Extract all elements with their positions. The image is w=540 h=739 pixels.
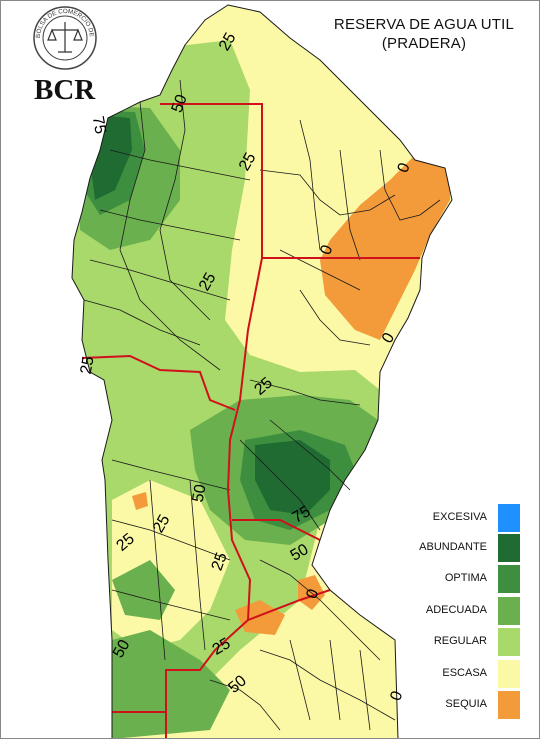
legend-item-abundante: ABUNDANTE bbox=[400, 534, 520, 562]
contour-label: 25 bbox=[210, 635, 234, 659]
legend-item-optima: OPTIMA bbox=[400, 565, 520, 593]
legend-swatch bbox=[498, 691, 520, 719]
zone-sequia-northeast bbox=[320, 155, 450, 340]
legend-label: EXCESIVA bbox=[432, 511, 487, 523]
bcr-logo-text: BCR bbox=[34, 74, 96, 106]
legend-label: SEQUIA bbox=[445, 698, 487, 710]
contour-label: 75 bbox=[290, 503, 314, 527]
zone-abundante-center bbox=[255, 440, 330, 515]
legend-item-escasa: ESCASA bbox=[400, 660, 520, 688]
region-border bbox=[71, 4, 453, 739]
county-boundaries bbox=[83, 79, 441, 731]
legend-item-sequia: SEQUIA bbox=[400, 691, 520, 719]
legend-label: ESCASA bbox=[442, 667, 487, 679]
contour-label: 50 bbox=[169, 92, 191, 115]
zone-sequia-south bbox=[235, 600, 285, 635]
map-title: RESERVA DE AGUA UTIL bbox=[333, 16, 515, 33]
legend-swatch bbox=[498, 504, 520, 532]
contour-label: 25 bbox=[78, 355, 98, 376]
contour-label: 25 bbox=[150, 512, 174, 536]
bcr-seal-logo: BOLSA DE COMERCIO DE ROSARIO bbox=[0, 0, 97, 70]
legend-label: ABUNDANTE bbox=[419, 541, 487, 553]
contour-label: 25 bbox=[236, 150, 260, 174]
province-boundaries bbox=[81, 103, 420, 739]
legend-swatch bbox=[498, 628, 520, 656]
legend-swatch bbox=[498, 565, 520, 593]
legend-label: ADECUADA bbox=[425, 604, 487, 616]
contour-label: 50 bbox=[288, 541, 312, 565]
legend-swatch bbox=[498, 534, 520, 562]
contour-label: 25 bbox=[196, 270, 220, 294]
zone-adecuada-mid bbox=[112, 560, 175, 620]
contour-label: 25 bbox=[216, 30, 240, 54]
contour-label: 50 bbox=[190, 483, 210, 504]
legend-label: REGULAR bbox=[433, 635, 487, 647]
map-subtitle: (PRADERA) bbox=[381, 35, 467, 52]
legend-label: OPTIMA bbox=[444, 572, 487, 584]
contour-label: 50 bbox=[110, 637, 134, 661]
legend-item-regular: REGULAR bbox=[400, 628, 520, 656]
contour-label: 25 bbox=[209, 550, 231, 573]
legend-swatch bbox=[498, 660, 520, 688]
zone-sequia-west bbox=[132, 492, 148, 510]
legend-item-excesiva: EXCESIVA bbox=[400, 504, 520, 532]
contour-label: 75 bbox=[89, 115, 109, 136]
legend-item-adecuada: ADECUADA bbox=[400, 597, 520, 625]
legend-swatch bbox=[498, 597, 520, 625]
